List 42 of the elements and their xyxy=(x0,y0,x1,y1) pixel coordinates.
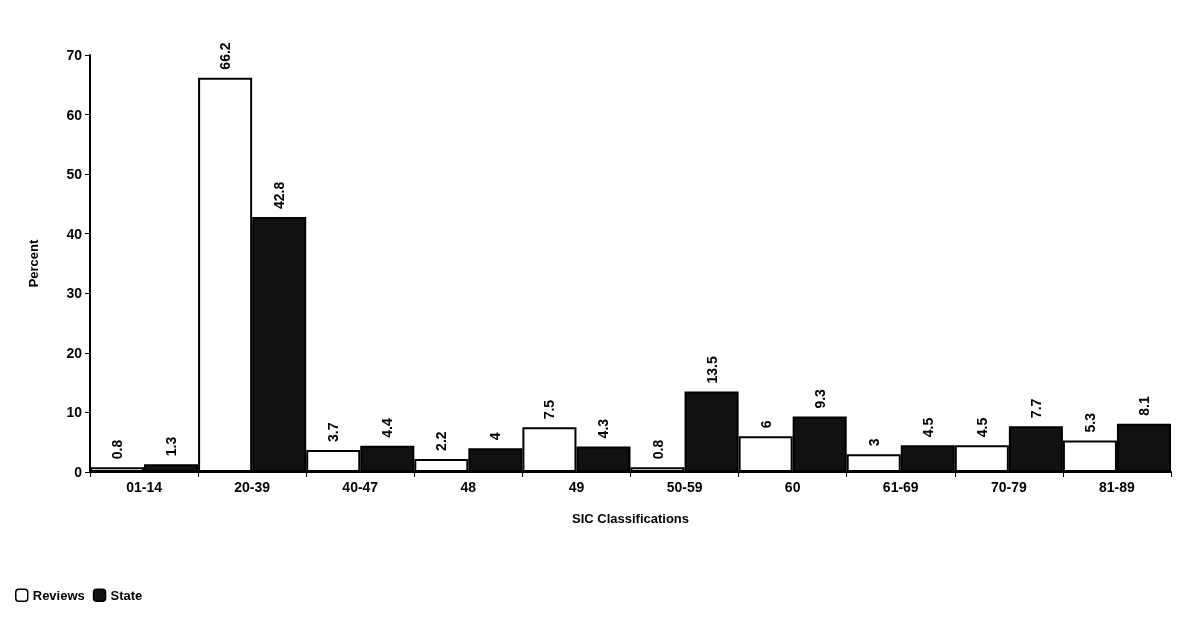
data-label: 4.3 xyxy=(595,418,612,439)
y-tick-label: 30 xyxy=(66,285,83,302)
data-label: 6 xyxy=(757,420,774,429)
data-label: 7.7 xyxy=(1027,398,1044,419)
data-label: 42.8 xyxy=(271,181,288,210)
legend-label: State xyxy=(110,587,143,603)
data-label: 4.4 xyxy=(379,418,396,438)
y-tick-label: 70 xyxy=(66,47,83,63)
x-tick-label: 48 xyxy=(460,479,477,495)
data-label: 4.5 xyxy=(919,417,936,438)
x-tick-label: 61-69 xyxy=(882,479,919,495)
data-label: 9.3 xyxy=(811,388,828,409)
data-label: 3 xyxy=(865,438,882,447)
data-label: 13.5 xyxy=(703,356,720,384)
legend-label: Reviews xyxy=(32,587,85,603)
y-tick-label: 40 xyxy=(66,225,83,242)
data-label: 7.5 xyxy=(541,399,558,420)
x-tick-label: 60 xyxy=(784,479,801,495)
y-tick-label: 50 xyxy=(66,166,83,183)
y-axis-title: Percent xyxy=(26,238,41,288)
x-tick-label: 40-47 xyxy=(342,479,379,495)
y-tick-label: 60 xyxy=(66,106,83,123)
data-label: 3.7 xyxy=(325,422,342,442)
data-label: 0.8 xyxy=(649,439,666,460)
data-label: 4 xyxy=(487,432,504,441)
y-tick-label: 0 xyxy=(74,464,83,480)
x-tick-label: 20-39 xyxy=(234,479,271,495)
data-label: 0.8 xyxy=(109,439,126,460)
data-label: 1.3 xyxy=(163,436,180,457)
data-label: 66.2 xyxy=(217,42,234,70)
x-tick-label: 70-79 xyxy=(990,479,1027,495)
x-tick-label: 01-14 xyxy=(126,479,163,495)
data-label: 5.3 xyxy=(1081,412,1098,433)
data-label: 4.5 xyxy=(973,417,990,438)
y-tick-label: 10 xyxy=(66,404,83,421)
x-tick-label: 50-59 xyxy=(666,479,703,495)
y-tick-label: 20 xyxy=(66,344,83,361)
x-tick-label: 49 xyxy=(568,479,585,495)
data-label: 8.1 xyxy=(1135,396,1152,416)
x-tick-label: 81-89 xyxy=(1099,479,1136,495)
x-axis-title: SIC Classifications xyxy=(571,511,690,526)
data-label: 2.2 xyxy=(433,431,450,451)
